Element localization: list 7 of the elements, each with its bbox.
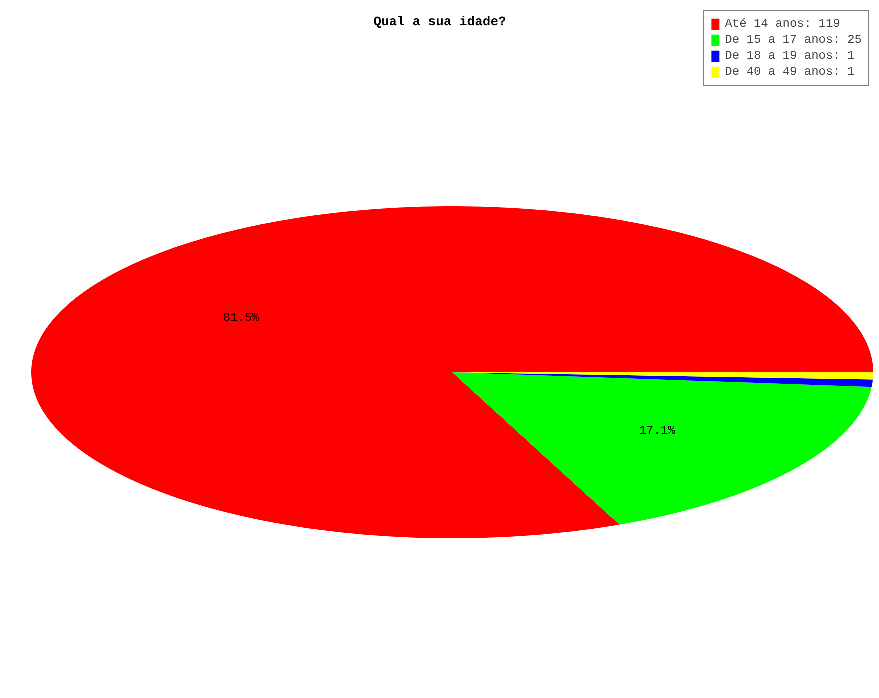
chart-title: Qual a sua idade? (374, 14, 507, 30)
legend-label: De 15 a 17 anos: 25 (725, 33, 862, 47)
data-label: 17.1% (639, 424, 676, 438)
legend-label: Até 14 anos: 119 (725, 17, 840, 31)
legend-label: De 18 a 19 anos: 1 (725, 49, 855, 63)
legend-label: De 40 a 49 anos: 1 (725, 65, 855, 79)
data-label: 81.5% (223, 310, 260, 325)
